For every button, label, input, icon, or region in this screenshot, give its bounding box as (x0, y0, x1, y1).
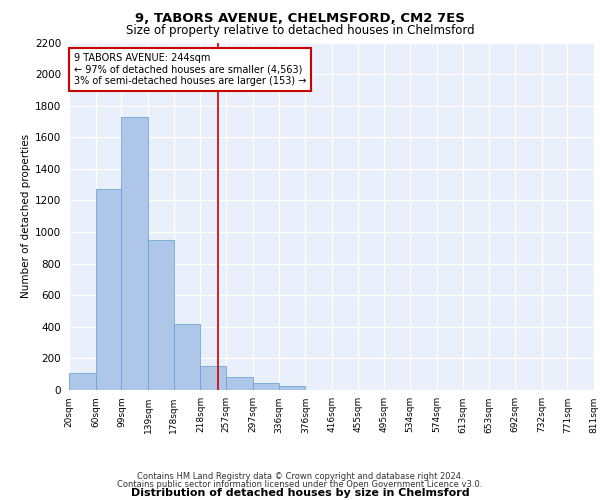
Bar (279, 386, 305, 390)
Y-axis label: Number of detached properties: Number of detached properties (21, 134, 31, 298)
Bar (226, 378, 253, 390)
Bar (69, 372, 95, 390)
Bar (121, 116, 148, 390)
Bar (148, 240, 174, 390)
Bar (95, 190, 121, 390)
Bar (174, 324, 200, 390)
Text: 9, TABORS AVENUE, CHELMSFORD, CM2 7ES: 9, TABORS AVENUE, CHELMSFORD, CM2 7ES (135, 12, 465, 26)
Text: Distribution of detached houses by size in Chelmsford: Distribution of detached houses by size … (131, 488, 469, 498)
Bar (200, 366, 226, 390)
Text: Contains HM Land Registry data © Crown copyright and database right 2024.: Contains HM Land Registry data © Crown c… (137, 472, 463, 481)
Bar (253, 383, 279, 390)
Text: Contains public sector information licensed under the Open Government Licence v3: Contains public sector information licen… (118, 480, 482, 489)
Text: Size of property relative to detached houses in Chelmsford: Size of property relative to detached ho… (125, 24, 475, 37)
Text: 9 TABORS AVENUE: 244sqm
← 97% of detached houses are smaller (4,563)
3% of semi-: 9 TABORS AVENUE: 244sqm ← 97% of detache… (74, 53, 307, 86)
